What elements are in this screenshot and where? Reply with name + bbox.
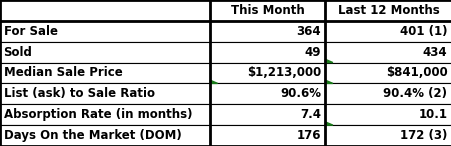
Text: 434: 434 <box>422 46 446 59</box>
Bar <box>325 42 451 63</box>
Text: Absorption Rate (in months): Absorption Rate (in months) <box>4 108 192 121</box>
Bar <box>325 104 451 125</box>
Text: List (ask) to Sale Ratio: List (ask) to Sale Ratio <box>4 87 154 100</box>
Polygon shape <box>325 122 332 125</box>
Text: $1,213,000: $1,213,000 <box>246 66 320 80</box>
Bar <box>325 21 451 42</box>
Bar <box>0 42 210 63</box>
Bar <box>0 125 210 146</box>
Text: This Month: This Month <box>230 4 304 17</box>
Bar <box>210 42 325 63</box>
Text: $841,000: $841,000 <box>385 66 446 80</box>
Bar <box>0 0 210 21</box>
Bar <box>325 83 451 104</box>
Text: 49: 49 <box>304 46 320 59</box>
Bar <box>0 63 210 83</box>
Text: 90.6%: 90.6% <box>279 87 320 100</box>
Bar <box>210 21 325 42</box>
Polygon shape <box>325 80 332 83</box>
Text: 172 (3): 172 (3) <box>399 129 446 142</box>
Text: 401 (1): 401 (1) <box>399 25 446 38</box>
Text: Days On the Market (DOM): Days On the Market (DOM) <box>4 129 181 142</box>
Bar <box>210 83 325 104</box>
Text: Sold: Sold <box>4 46 32 59</box>
Text: For Sale: For Sale <box>4 25 57 38</box>
Bar <box>210 104 325 125</box>
Text: 176: 176 <box>296 129 320 142</box>
Bar <box>325 63 451 83</box>
Polygon shape <box>210 80 217 83</box>
Text: Last 12 Months: Last 12 Months <box>337 4 439 17</box>
Bar <box>0 83 210 104</box>
Text: 90.4% (2): 90.4% (2) <box>382 87 446 100</box>
Bar <box>210 63 325 83</box>
Text: 364: 364 <box>296 25 320 38</box>
Text: 7.4: 7.4 <box>299 108 320 121</box>
Polygon shape <box>325 59 332 63</box>
Bar <box>325 125 451 146</box>
Bar <box>210 125 325 146</box>
Bar <box>325 0 451 21</box>
Bar <box>0 21 210 42</box>
Bar <box>0 104 210 125</box>
Text: 10.1: 10.1 <box>418 108 446 121</box>
Bar <box>210 0 325 21</box>
Text: Median Sale Price: Median Sale Price <box>4 66 122 80</box>
